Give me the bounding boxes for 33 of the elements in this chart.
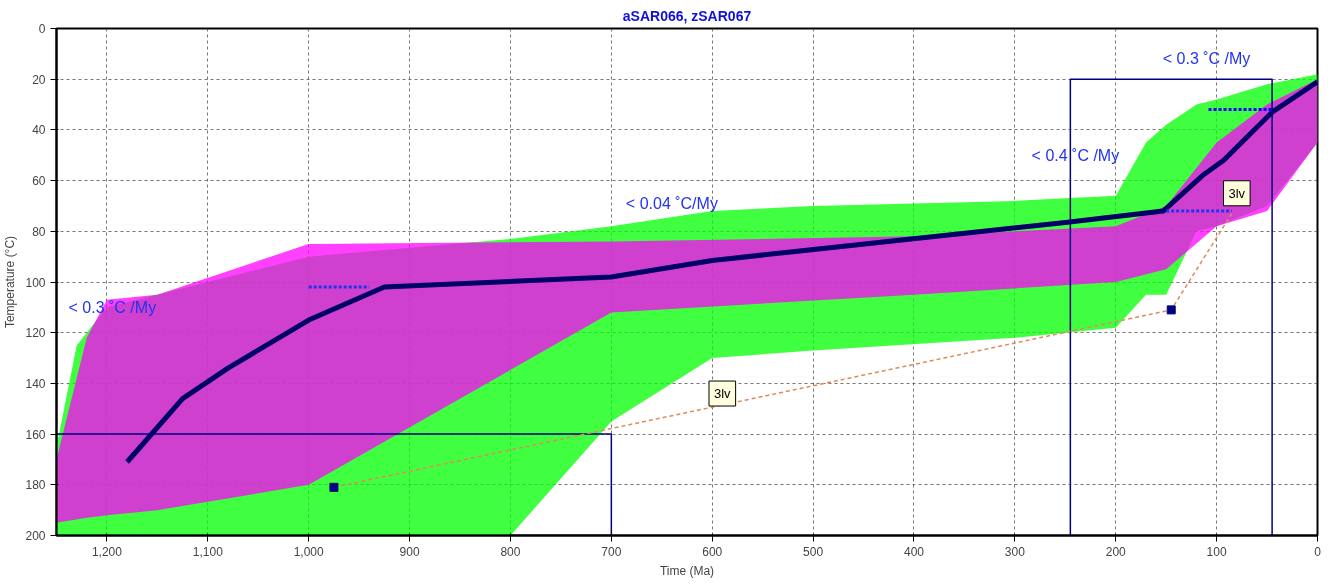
y-tick-label: 120 [25,326,46,341]
x-tick-label: 100 [1206,544,1227,559]
x-tick-label: 0 [1314,544,1322,559]
x-tick-label: 300 [1004,544,1026,559]
y-tick-label: 200 [25,529,46,543]
annotation: 3lv [714,386,732,402]
annotation: < 0.3 ˚C /My [1162,50,1251,68]
x-tick-label: 1,000 [293,544,325,559]
annotation: 3lv [1228,185,1246,201]
x-tick-label: 1,200 [91,544,123,559]
x-tick-label: 600 [702,544,723,559]
chart-title: aSAR066, zSAR067 [622,7,752,24]
annotation: < 0.3 ˚C /My [68,298,157,316]
x-tick-label: 1,100 [192,544,224,559]
x-tick-label: 400 [903,544,925,559]
y-tick-label: 100 [25,275,46,290]
y-tick-label: 40 [32,123,46,138]
y-tick-label: 0 [38,22,46,36]
x-tick-label: 900 [399,544,420,559]
x-tick-label: 800 [500,544,521,559]
y-tick-label: 60 [32,174,46,189]
y-tick-label: 160 [25,427,46,442]
y-tick-label: 80 [32,224,46,239]
annotation: < 0.4 ˚C /My [1031,146,1120,164]
x-axis-title: Time (Ma) [659,563,715,578]
x-tick-label: 500 [803,544,824,559]
y-tick-label: 140 [25,376,46,391]
y-tick-label: 20 [32,72,46,87]
annotation: < 0.04 ˚C/My [625,194,718,212]
y-axis-title: Temperature (°C) [3,235,18,329]
x-tick-label: 200 [1105,544,1127,559]
y-tick-label: 180 [25,478,46,493]
x-tick-label: 700 [601,544,622,559]
